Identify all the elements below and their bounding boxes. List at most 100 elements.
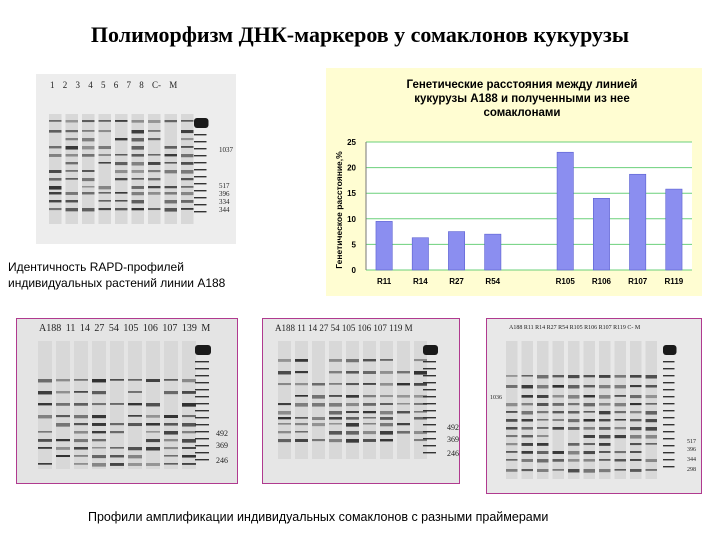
gel-band xyxy=(82,186,95,188)
gel-band xyxy=(630,403,642,406)
gel-band xyxy=(56,455,70,458)
gel-band xyxy=(278,371,291,375)
marker-band xyxy=(194,211,207,213)
gel-band xyxy=(92,463,106,467)
marker-band xyxy=(195,389,209,391)
chart-y-tick-labels: 0 5 10 15 20 25 xyxy=(347,138,356,275)
gel-band xyxy=(645,411,657,415)
gel-band xyxy=(583,469,595,473)
gel-band xyxy=(583,427,595,430)
gel-band xyxy=(65,162,78,165)
gel-band xyxy=(552,375,564,378)
y-tick-label: 0 xyxy=(352,266,357,275)
gel-lane xyxy=(521,341,533,479)
gel-band xyxy=(295,359,308,362)
gel-band xyxy=(329,371,342,374)
gel-band xyxy=(128,403,142,406)
gel-band xyxy=(568,459,580,462)
gel-band xyxy=(329,417,342,420)
gel-band xyxy=(414,383,427,386)
gel-band xyxy=(397,371,410,374)
gel-band xyxy=(552,427,564,430)
gel-band xyxy=(329,431,342,435)
gel-band xyxy=(380,417,393,420)
gel-band xyxy=(537,419,549,421)
marker-band xyxy=(663,396,675,398)
marker-band xyxy=(663,445,675,447)
marker-band xyxy=(194,148,207,150)
gel-band xyxy=(568,395,580,399)
gel-band xyxy=(115,208,128,211)
gel-band xyxy=(181,186,194,188)
chart-y-axis-label: Генетическое расстояние,% xyxy=(334,151,344,269)
marker-label: 396 xyxy=(219,190,230,198)
gel-band xyxy=(346,411,359,414)
bar-r27 xyxy=(448,231,466,271)
gel-band xyxy=(182,455,196,458)
gel-lane-labels: А188 11 14 27 54 105 106 107 119 M xyxy=(275,323,413,333)
gel-band xyxy=(397,431,410,434)
gel-band xyxy=(630,451,642,453)
chart-x-tick-labels: R11 R14 R27 R54 R105 R106 R107 R119 xyxy=(377,277,684,286)
bar-r54 xyxy=(484,233,502,271)
gel-band xyxy=(82,130,95,132)
gel-band xyxy=(645,403,657,405)
marker-label: 298 xyxy=(687,467,696,473)
gel-band xyxy=(49,208,62,211)
x-tick-label: R119 xyxy=(665,277,684,286)
page-title: Полиморфизм ДНК-маркеров у сомаклонов ку… xyxy=(90,22,630,47)
marker-band xyxy=(423,452,436,454)
gel-band xyxy=(614,395,626,397)
marker-label: 246 xyxy=(216,456,228,465)
gel-band xyxy=(98,154,111,157)
gel-band xyxy=(397,383,410,386)
gel-band xyxy=(74,423,88,426)
gel-band xyxy=(614,451,626,454)
x-tick-label: R27 xyxy=(449,277,464,286)
gel-lane xyxy=(397,341,410,459)
gel-band xyxy=(599,435,611,439)
gel-band xyxy=(414,403,427,405)
gel-band xyxy=(74,463,88,465)
gel-band xyxy=(131,186,144,189)
gel-band xyxy=(599,375,611,378)
gel-lane xyxy=(131,114,144,224)
marker-band xyxy=(195,396,209,398)
gel-band xyxy=(182,423,196,427)
gel-band xyxy=(128,447,142,451)
gel-band xyxy=(182,415,196,418)
gel-lane xyxy=(295,341,308,459)
gel-band xyxy=(164,391,178,395)
gel-band xyxy=(506,451,518,453)
gel-band xyxy=(131,208,144,211)
marker-band xyxy=(195,368,209,370)
gel-band xyxy=(397,403,410,405)
gel-band xyxy=(182,403,196,407)
gel-band xyxy=(363,439,376,442)
gel-band xyxy=(38,415,52,419)
marker-band xyxy=(663,389,675,391)
gel-band xyxy=(363,431,376,435)
gel-band xyxy=(506,385,518,388)
gel-band xyxy=(346,417,359,420)
gel-band xyxy=(346,439,359,443)
gel-band xyxy=(148,162,161,165)
marker-band xyxy=(195,382,209,384)
marker-label: 369 xyxy=(216,441,228,450)
y-tick-label: 10 xyxy=(347,215,356,224)
gel-band xyxy=(630,443,642,446)
marker-lane-well xyxy=(663,345,677,355)
gel-band xyxy=(363,383,376,385)
marker-band xyxy=(423,417,436,419)
gel-band xyxy=(38,447,52,449)
gel-band xyxy=(110,455,124,458)
gel-band xyxy=(74,379,88,381)
gel-band xyxy=(181,130,194,134)
gel-band xyxy=(56,403,70,406)
gel-band xyxy=(148,178,161,181)
marker-band xyxy=(194,176,207,178)
gel-band xyxy=(583,403,595,407)
marker-band xyxy=(195,452,209,454)
marker-label: 344 xyxy=(687,457,696,463)
gel-band xyxy=(182,391,196,394)
